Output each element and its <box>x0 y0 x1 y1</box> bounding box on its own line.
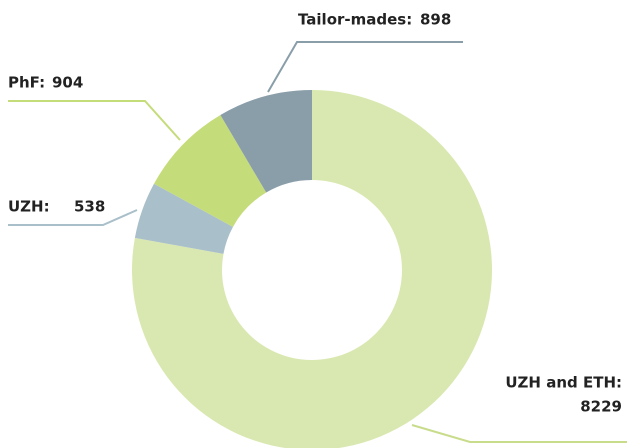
slice-value: 8229 <box>580 398 622 416</box>
leader-line <box>267 41 463 93</box>
donut-slice <box>132 90 492 448</box>
donut-slice <box>220 90 312 193</box>
slice-label: Tailor-mades: <box>298 11 412 29</box>
donut-slice <box>134 183 233 254</box>
leader-line <box>411 424 627 443</box>
slice-label: PhF: <box>8 74 45 92</box>
leader-line <box>8 100 181 141</box>
leader-line <box>8 209 138 226</box>
slice-value: 538 <box>74 198 105 216</box>
donut-slice <box>153 115 267 227</box>
slice-value: 898 <box>420 11 451 29</box>
slice-label: UZH and ETH: <box>505 374 622 392</box>
slice-label: UZH: <box>8 198 50 216</box>
slice-value: 904 <box>52 74 83 92</box>
